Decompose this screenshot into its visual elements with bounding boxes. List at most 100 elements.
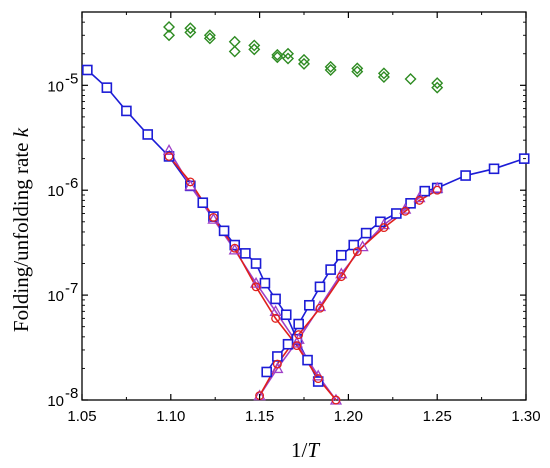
series-line: [266, 157, 525, 373]
y-axis-title: Folding/unfolding rate k: [9, 127, 33, 332]
series-line: [258, 189, 438, 397]
circle-point: [414, 195, 424, 205]
square-point: [272, 351, 283, 362]
triangle-point: [228, 243, 241, 255]
square-point: [335, 249, 347, 261]
series-markers: [82, 20, 530, 405]
square-point: [121, 105, 132, 117]
y-tick-label: 10: [47, 78, 64, 95]
x-axis-title: 1/T: [291, 438, 320, 462]
x-tick-label: 1.25: [423, 408, 452, 425]
square-point: [261, 366, 273, 378]
circle-point: [315, 303, 325, 313]
diamond-point: [282, 52, 295, 65]
y-tick-exponent: -5: [65, 70, 78, 87]
square-point: [82, 64, 93, 76]
circle-point: [271, 313, 281, 323]
circle-point: [432, 185, 442, 195]
diamond-point: [377, 67, 390, 80]
diamond-point: [351, 65, 364, 78]
diamond-point: [271, 48, 284, 61]
circle-point: [352, 247, 362, 257]
diamond-point: [184, 22, 197, 35]
diamond-point: [228, 35, 241, 48]
diamond-point: [431, 81, 444, 94]
circle-point: [400, 206, 410, 216]
square-point: [304, 299, 315, 311]
circle-point: [272, 359, 282, 369]
square-point: [314, 281, 326, 293]
diamond-point: [351, 62, 364, 75]
square-point: [250, 258, 262, 269]
square-point: [280, 309, 292, 321]
x-tick-label: 1.20: [334, 408, 363, 425]
diamond-point: [282, 47, 295, 60]
square-point: [163, 151, 175, 162]
square-point: [218, 225, 230, 237]
diamond-point: [248, 39, 261, 52]
circle-point: [294, 330, 304, 340]
plot-frame: [81, 11, 527, 401]
circle-point: [379, 223, 389, 233]
y-tick-label: 10: [47, 183, 64, 200]
circle-point: [331, 395, 341, 405]
square-point: [197, 197, 209, 209]
y-tick-exponent: -6: [65, 175, 78, 192]
triangle-point: [356, 240, 369, 252]
x-tick-label: 1.05: [67, 408, 96, 425]
square-point: [282, 338, 294, 350]
x-tick-label: 1.30: [511, 408, 540, 425]
square-point: [460, 170, 471, 181]
y-tick-label: 10: [47, 288, 64, 305]
y-tick-label: 10: [47, 393, 64, 410]
square-point: [142, 129, 154, 140]
triangle-point: [162, 143, 176, 155]
series-line: [258, 187, 438, 397]
square-point: [360, 227, 372, 239]
square-point: [325, 264, 336, 275]
circle-point: [292, 341, 302, 351]
square-point: [488, 163, 500, 175]
square-point: [302, 354, 313, 366]
diamond-point: [163, 29, 176, 42]
square-point: [293, 318, 304, 330]
triangle-point: [269, 305, 282, 317]
square-point: [405, 198, 416, 209]
diamond-point: [298, 53, 310, 66]
y-tick-exponent: -8: [65, 385, 78, 402]
diamond-point: [203, 29, 216, 42]
circle-point: [251, 282, 261, 292]
circle-point: [208, 212, 218, 222]
circle-point: [185, 177, 195, 187]
diamond-point: [184, 26, 197, 39]
circle-point: [164, 151, 174, 161]
diamond-point: [377, 71, 390, 84]
circle-point: [230, 243, 240, 253]
triangle-point: [292, 332, 305, 344]
diamond-point: [298, 57, 310, 70]
square-point: [240, 248, 251, 259]
diamond-point: [431, 77, 444, 90]
diamond-point: [271, 51, 284, 64]
series-lines: [86, 69, 525, 401]
y-tick-exponent: -7: [65, 280, 78, 297]
circle-point: [313, 374, 323, 384]
square-point: [101, 82, 113, 93]
diamond-point: [324, 60, 337, 73]
diamond-point: [324, 63, 337, 76]
triangle-point: [207, 212, 220, 224]
triangle-point: [249, 276, 263, 288]
x-tick-label: 1.15: [245, 408, 274, 425]
diamond-point: [248, 43, 261, 56]
x-tick-label: 1.10: [156, 408, 185, 425]
diamond-point: [163, 20, 176, 33]
diamond-point: [228, 45, 241, 58]
circle-point: [336, 272, 346, 282]
square-point: [312, 376, 324, 387]
diamond-point: [203, 32, 216, 45]
square-point: [259, 277, 271, 289]
square-point: [419, 185, 431, 197]
triangle-point: [271, 362, 284, 374]
